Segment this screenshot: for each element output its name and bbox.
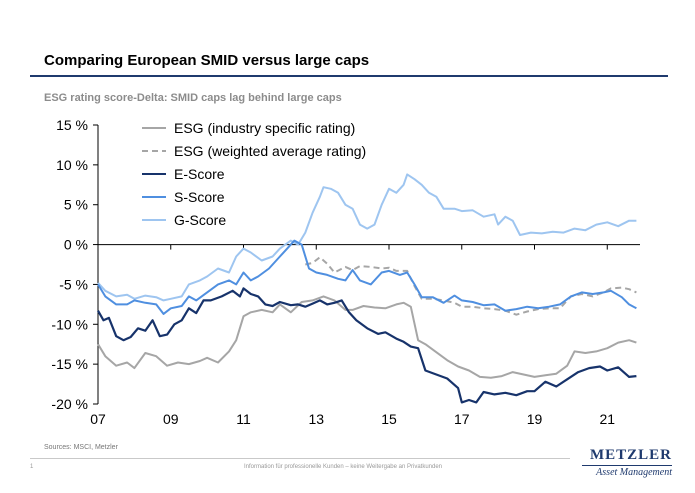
x-tick-label: 19 xyxy=(527,411,543,427)
logo-rule xyxy=(582,465,672,466)
chart-series xyxy=(97,173,637,404)
page-number: 1 xyxy=(30,464,34,470)
sources-note: Sources: MSCI, Metzler xyxy=(44,444,118,451)
y-tick-label: 5 % xyxy=(64,197,88,213)
y-tick-label: 15 % xyxy=(56,117,88,133)
chart-axes: 15 % 10 % 5 % 0 % -5 % -10 % -15 % -20 %07 09 11 1… xyxy=(51,117,640,427)
x-tick-label: 11 xyxy=(236,411,251,427)
y-tick-label: -20 % xyxy=(51,396,88,412)
legend-label: ESG (weighted average rating) xyxy=(174,143,366,159)
y-tick-label: -15 % xyxy=(51,356,88,372)
chart-subtitle: ESG rating score-Delta: SMID caps lag be… xyxy=(44,92,342,104)
x-tick-label: 13 xyxy=(308,411,324,427)
chart-legend: ESG (industry specific rating) ESG (weigh… xyxy=(142,120,366,228)
series-line-esg-industry xyxy=(97,295,637,379)
x-tick-label: 15 xyxy=(381,411,397,427)
series-line-e-score xyxy=(97,287,637,404)
logo-wordmark: METZLER xyxy=(589,447,672,463)
y-tick-label: -5 % xyxy=(59,276,88,292)
x-tick-label: 09 xyxy=(163,411,179,427)
footer-disclaimer: Information für professionelle Kunden – … xyxy=(244,464,443,470)
y-tick-label: 10 % xyxy=(56,157,88,173)
page-title: Comparing European SMID versus large cap… xyxy=(44,52,370,69)
footer-divider xyxy=(30,458,570,459)
series-line-esg-weighted xyxy=(305,256,637,316)
legend-label: G-Score xyxy=(174,212,226,228)
legend-label: E-Score xyxy=(174,166,225,182)
legend-label: S-Score xyxy=(174,189,225,205)
y-tick-label: -10 % xyxy=(51,316,88,332)
logo-subline: Asset Management xyxy=(596,467,672,478)
series-line-g-score xyxy=(97,173,637,302)
legend-label: ESG (industry specific rating) xyxy=(174,120,355,136)
x-tick-label: 17 xyxy=(454,411,470,427)
y-tick-label: 0 % xyxy=(64,237,88,253)
x-tick-label: 07 xyxy=(90,411,106,427)
x-tick-label: 21 xyxy=(599,411,615,427)
series-line-s-score xyxy=(97,239,637,315)
title-divider xyxy=(30,75,668,77)
metzler-logo: METZLER Asset Management xyxy=(576,447,672,478)
